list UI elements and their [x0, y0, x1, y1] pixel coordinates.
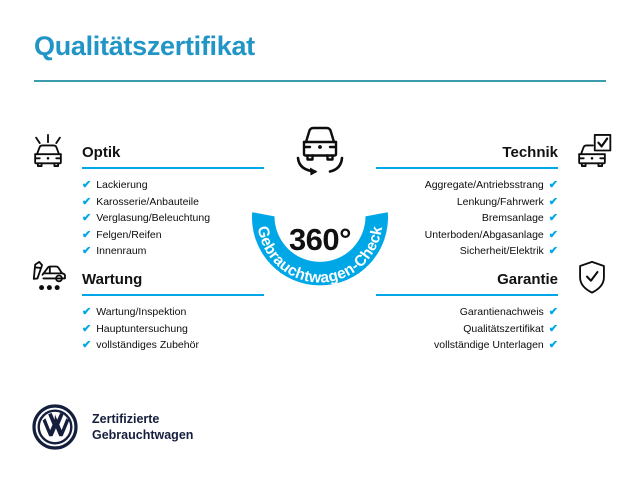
section-title-wrap: Technik [376, 143, 568, 171]
car-shine-icon [24, 130, 72, 170]
checklist: ✔ Aggregate/Antriebsstrang ✔ Lenkung/Fahrw… [376, 177, 616, 260]
title-block: Qualitätszertifikat [34, 31, 606, 82]
check-icon: ✔ [548, 179, 558, 191]
check-icon: ✔ [548, 339, 558, 351]
check-icon: ✔ [82, 228, 92, 241]
section-title: Optik [82, 143, 121, 161]
car-checkbox-icon [568, 130, 616, 170]
list-item: ✔ Lenkung/Fahrwerk [376, 194, 558, 211]
section-title: Garantie [497, 270, 558, 288]
section-title: Wartung [82, 270, 143, 288]
list-item: ✔ Felgen/Reifen [82, 227, 264, 244]
badge-ring: Gebrauchtwagen-Check [252, 212, 388, 287]
section-optik: Optik ✔ Lackierung ✔ Karosserie/Anbauteile… [24, 130, 264, 260]
check-icon: ✔ [82, 339, 92, 351]
list-item: ✔ Unterboden/Abgasanlage [376, 227, 558, 244]
section-garantie: Garantie ✔ Garantienachweis ✔ Qualitätszer… [376, 257, 616, 354]
page-title: Qualitätszertifikat [34, 31, 255, 61]
list-item-label: Felgen/Reifen [96, 228, 162, 241]
list-item: ✔ Wartung/Inspektion [82, 304, 264, 321]
check-icon: ✔ [548, 195, 558, 208]
footer-brand: Zertifizierte Gebrauchtwagen [32, 404, 193, 450]
car-rotate-360-icon [284, 118, 356, 180]
list-item-label: Wartung/Inspektion [96, 306, 187, 318]
list-item-label: Innenraum [96, 245, 147, 257]
list-item-label: Unterboden/Abgasanlage [424, 228, 544, 241]
list-item: ✔ Aggregate/Antriebsstrang [376, 177, 558, 194]
section-header: Garantie [376, 257, 616, 297]
list-item-label: Qualitätszertifikat [463, 322, 544, 335]
section-header: Optik [24, 130, 264, 170]
car-wrench-checklist-icon [24, 257, 72, 297]
list-item: ✔ Verglasung/Beleuchtung [82, 210, 264, 227]
section-title-wrap: Wartung [72, 270, 264, 298]
checklist: ✔ Lackierung ✔ Karosserie/Anbauteile ✔ Verg… [24, 177, 264, 260]
section-header: Wartung [24, 257, 264, 297]
list-item: ✔ vollständige Unterlagen [376, 337, 558, 354]
list-item: ✔ Garantienachweis [376, 304, 558, 321]
list-item: ✔ Hauptuntersuchung [82, 321, 264, 338]
check-icon: ✔ [82, 322, 92, 335]
check-icon: ✔ [82, 306, 92, 318]
list-item-label: vollständiges Zubehör [96, 339, 199, 351]
list-item-label: Verglasung/Beleuchtung [96, 212, 211, 224]
section-divider [82, 294, 264, 296]
volkswagen-logo [32, 404, 78, 450]
section-technik: Technik ✔ Aggregate/Antriebsstrang ✔ Lenku… [376, 130, 616, 260]
check-icon: ✔ [548, 212, 558, 224]
section-divider [376, 294, 558, 296]
list-item-label: vollständige Unterlagen [434, 339, 544, 351]
list-item: ✔ Karosserie/Anbauteile [82, 194, 264, 211]
list-item-label: Garantienachweis [459, 306, 544, 318]
list-item-label: Bremsanlage [481, 212, 544, 224]
list-item: ✔ Innenraum [82, 243, 264, 260]
list-item: ✔ Bremsanlage [376, 210, 558, 227]
checklist: ✔ Garantienachweis ✔ Qualitätszertifikat ✔… [376, 304, 616, 354]
footer-brand-label: Zertifizierte Gebrauchtwagen [92, 412, 194, 442]
ring-shape [252, 212, 388, 286]
list-item-label: Lackierung [96, 179, 148, 191]
section-title-wrap: Optik [72, 143, 264, 171]
section-divider [376, 167, 558, 169]
check-icon: ✔ [82, 212, 92, 224]
section-title: Technik [502, 143, 558, 161]
section-header: Technik [376, 130, 616, 170]
check-icon: ✔ [82, 245, 92, 257]
checklist: ✔ Wartung/Inspektion ✔ Hauptuntersuchung ✔… [24, 304, 264, 354]
section-wartung: Wartung ✔ Wartung/Inspektion ✔ Hauptunters… [24, 257, 264, 354]
list-item-label: Aggregate/Antriebsstrang [424, 179, 544, 191]
check-icon: ✔ [548, 322, 558, 335]
section-divider [82, 167, 264, 169]
list-item-label: Sicherheit/Elektrik [459, 245, 544, 257]
check-icon: ✔ [82, 179, 92, 191]
list-item: ✔ vollständiges Zubehör [82, 337, 264, 354]
list-item: ✔ Qualitätszertifikat [376, 321, 558, 338]
check-icon: ✔ [548, 306, 558, 318]
shield-check-icon [568, 257, 616, 297]
title-divider [34, 79, 606, 82]
check-icon: ✔ [82, 195, 92, 208]
list-item: ✔ Lackierung [82, 177, 264, 194]
list-item-label: Lenkung/Fahrwerk [456, 195, 544, 208]
check-icon: ✔ [548, 228, 558, 241]
section-title-wrap: Garantie [376, 270, 568, 298]
list-item-label: Hauptuntersuchung [96, 322, 188, 335]
list-item-label: Karosserie/Anbauteile [96, 195, 199, 208]
check-icon: ✔ [548, 245, 558, 257]
list-item: ✔ Sicherheit/Elektrik [376, 243, 558, 260]
badge-360-gebrauchtwagen-check: Gebrauchtwagen-Check 360° [232, 118, 408, 314]
